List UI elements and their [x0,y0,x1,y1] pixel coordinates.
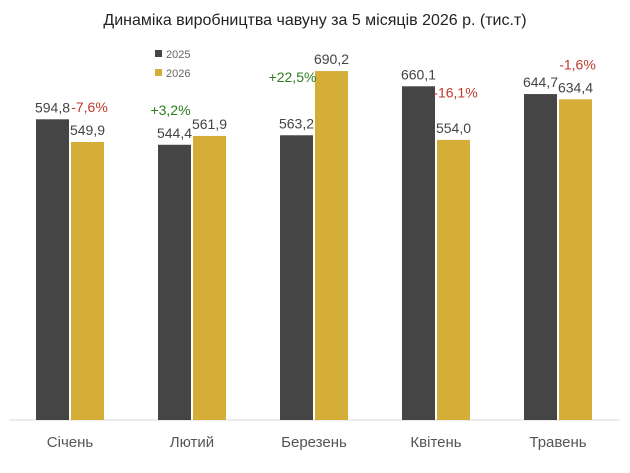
x-tick-label-4: Травень [529,434,586,451]
bar-2025-4 [524,94,557,421]
legend-label-2025: 2025 [166,49,190,61]
change-label-3: -16,1% [433,84,477,100]
data-label-2026-4: 634,4 [558,79,593,95]
chart-title: Динаміка виробництва чавуну за 5 місяців… [103,12,527,29]
data-label-2025-2: 563,2 [279,115,314,131]
x-tick-label-0: Січень [47,434,94,451]
bar-2026-1 [193,135,226,420]
bar-2026-0 [71,141,104,420]
x-tick-label-2: Березень [281,434,347,451]
data-label-2026-2: 690,2 [314,51,349,67]
data-label-2025-1: 544,4 [157,125,192,141]
bar-2025-0 [36,119,69,420]
data-label-2025-4: 644,7 [523,74,558,90]
bar-2025-2 [280,135,313,420]
x-tick-label-3: Квітень [410,434,461,451]
bar-2026-4 [559,99,592,420]
change-label-0: -7,6% [71,99,108,115]
data-label-2025-0: 594,8 [35,99,70,115]
change-label-2: +22,5% [269,69,317,85]
data-label-2026-0: 549,9 [70,122,105,138]
data-label-2026-1: 561,9 [192,116,227,132]
bar-2025-1 [158,144,191,420]
change-label-1: +3,2% [150,102,190,118]
legend-label-2026: 2026 [166,68,190,80]
data-label-2025-3: 660,1 [401,66,436,82]
bar-2026-3 [437,139,470,420]
bar-2026-2 [315,71,348,420]
bar-2025-3 [402,86,435,420]
data-label-2026-3: 554,0 [436,120,471,136]
change-label-4: -1,6% [559,56,596,72]
x-tick-label-1: Лютий [170,434,214,451]
legend-swatch-2026 [155,69,162,76]
legend-swatch-2025 [155,50,162,57]
